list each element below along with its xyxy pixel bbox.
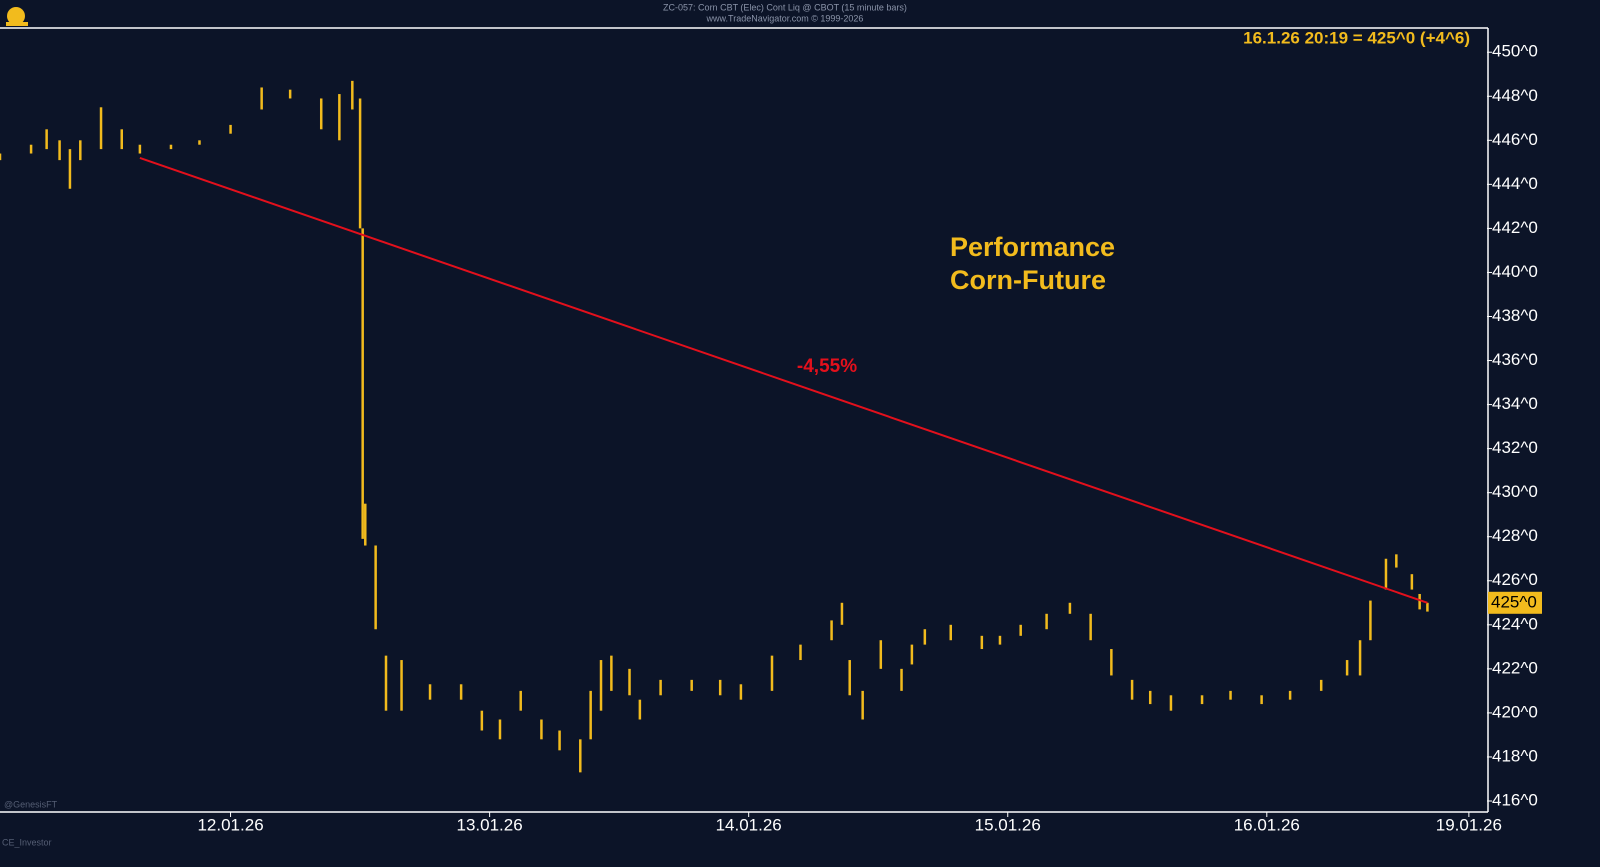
y-tick-label: 426^0 [1492, 570, 1538, 589]
y-tick-label: 428^0 [1492, 526, 1538, 545]
y-tick-label: 436^0 [1492, 350, 1538, 369]
x-tick-label: 12.01.26 [197, 815, 263, 834]
y-tick-label: 430^0 [1492, 482, 1538, 501]
y-tick-label: 444^0 [1492, 174, 1538, 193]
header: ZC-057: Corn CBT (Elec) Cont Liq @ CBOT … [663, 2, 907, 12]
y-tick-label: 418^0 [1492, 746, 1538, 765]
y-tick-label: 442^0 [1492, 218, 1538, 237]
last-price-box [1488, 591, 1542, 614]
title-line: Performance [950, 232, 1115, 262]
y-tick-label: 422^0 [1492, 658, 1538, 677]
x-tick-label: 15.01.26 [975, 815, 1041, 834]
trend-line [139, 156, 1428, 604]
y-tick-label: 438^0 [1492, 306, 1538, 325]
last-price-label: 425^0 [1491, 592, 1537, 611]
source-label: @GenesisFT [4, 799, 58, 809]
y-tick-label: 434^0 [1492, 394, 1538, 413]
subheader: www.TradeNavigator.com © 1999-2026 [706, 13, 864, 23]
x-tick-label: 13.01.26 [457, 815, 523, 834]
title-line: Corn-Future [950, 265, 1106, 295]
y-tick-label: 416^0 [1492, 790, 1538, 809]
y-tick-label: 424^0 [1492, 614, 1538, 633]
footer-label: CE_Investor [2, 837, 52, 847]
y-tick-label: 446^0 [1492, 130, 1538, 149]
logo [6, 7, 28, 26]
x-tick-label: 19.01.26 [1436, 815, 1502, 834]
y-tick-label: 448^0 [1492, 86, 1538, 105]
annotation: -4,55% [797, 356, 857, 377]
y-tick-label: 420^0 [1492, 702, 1538, 721]
quote: 16.1.26 20:19 = 425^0 (+4^6) [1243, 28, 1470, 47]
x-tick-label: 14.01.26 [716, 815, 782, 834]
x-tick-label: 16.01.26 [1234, 815, 1300, 834]
y-tick-label: 432^0 [1492, 438, 1538, 457]
y-tick-label: 440^0 [1492, 262, 1538, 281]
y-tick-label: 450^0 [1492, 42, 1538, 61]
